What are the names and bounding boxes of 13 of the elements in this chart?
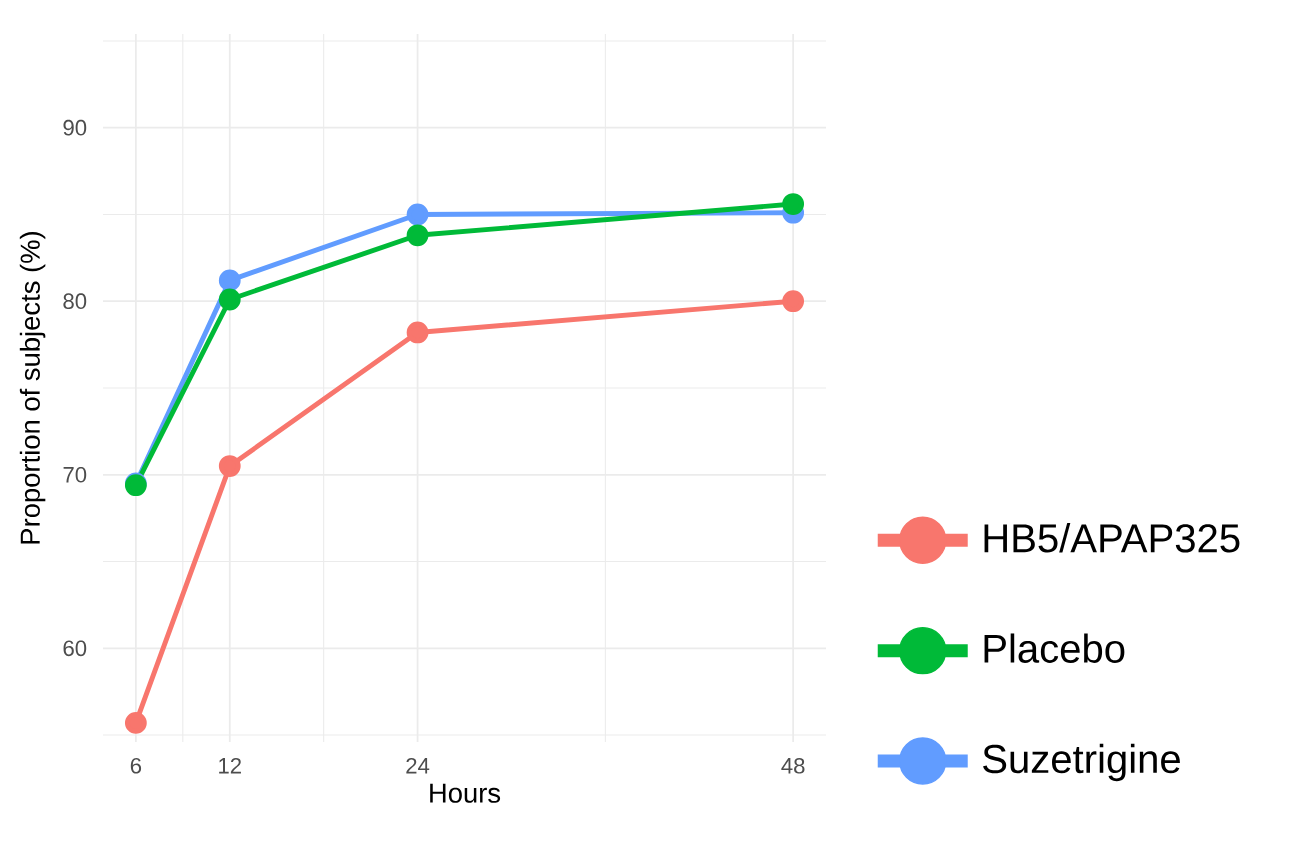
x-tick-label: 48	[781, 757, 805, 774]
y-tick-label: 70	[63, 466, 87, 483]
y-tick-label: 80	[63, 293, 87, 310]
y-tick-label: 60	[63, 640, 87, 657]
x-tick-label: 24	[406, 757, 430, 774]
legend-label: Suzetrigine	[983, 743, 1180, 782]
legend-label: Placebo	[984, 633, 1125, 663]
x-tick-label: 12	[219, 757, 241, 774]
y-tick-label: 90	[63, 119, 87, 136]
x-axis-title: Hours	[430, 783, 501, 803]
legend-label: HB5/APAP325	[984, 523, 1240, 553]
y-axis-title: Proportion of subjects (%)	[19, 232, 46, 544]
x-tick-label: 6	[130, 757, 142, 774]
